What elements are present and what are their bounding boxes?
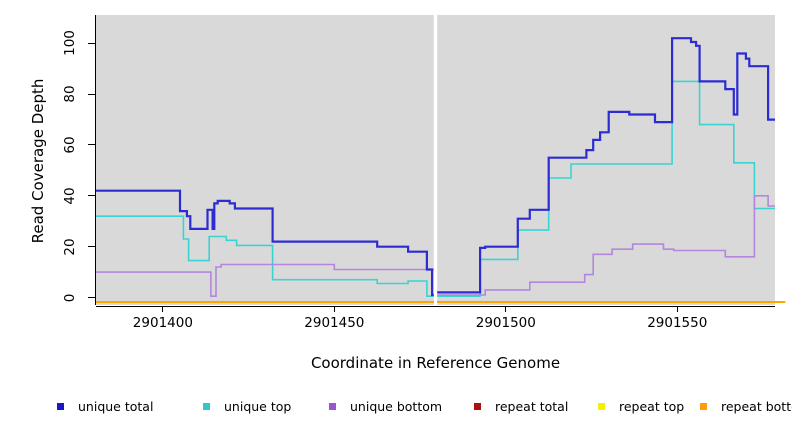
legend-label: repeat bottom	[721, 398, 792, 414]
legend-label: unique bottom	[350, 398, 443, 414]
y-axis-title: Read Coverage Depth	[29, 78, 47, 244]
y-axis-line	[95, 15, 96, 305]
legend-swatch-unique-bottom	[329, 402, 336, 410]
legend-item-unique-bottom: unique bottom	[329, 396, 442, 416]
y-tick	[88, 297, 95, 298]
x-axis-title: Coordinate in Reference Genome	[310, 354, 561, 372]
x-tick-label: 2901500	[475, 315, 536, 331]
legend-item-unique-top: unique top	[203, 396, 291, 416]
legend-item-repeat-bottom: repeat bottom	[700, 396, 792, 416]
y-tick	[88, 195, 95, 197]
legend-swatch-repeat-bottom	[700, 402, 707, 410]
x-axis-line	[96, 306, 775, 307]
legend-item-repeat-top: repeat top	[598, 396, 684, 416]
x-tick	[162, 306, 164, 312]
series-line-unique-top	[96, 215, 434, 297]
legend-item-unique-total: unique total	[57, 396, 153, 416]
legend-swatch-repeat-top	[598, 402, 605, 410]
y-tick-label: 80	[62, 85, 78, 103]
y-tick	[88, 42, 95, 44]
series-line-unique-top	[437, 80, 775, 297]
y-tick	[88, 246, 95, 248]
legend-swatch-unique-top	[203, 402, 210, 410]
legend-label: repeat total	[495, 398, 569, 414]
series-line-unique-total	[437, 37, 775, 294]
x-tick-label: 2901550	[647, 315, 708, 331]
y-tick-label: 100	[62, 30, 78, 57]
y-tick-label: 40	[62, 187, 78, 205]
legend-item-repeat-total: repeat total	[474, 396, 568, 416]
legend-swatch-unique-total	[57, 402, 64, 410]
plot-svg	[96, 15, 786, 305]
y-tick-label: 60	[62, 136, 78, 154]
y-tick	[88, 144, 95, 146]
coverage-gap-band	[433, 15, 438, 305]
legend-label: unique top	[224, 398, 292, 414]
x-tick-label: 2901450	[304, 315, 365, 331]
x-tick	[676, 306, 678, 312]
legend-label: repeat top	[619, 398, 685, 414]
series-line-unique-bottom	[437, 195, 775, 296]
legend-label: unique total	[78, 398, 154, 414]
legend: unique total unique top unique bottom repea…	[0, 396, 792, 420]
y-tick-label: 20	[62, 238, 78, 256]
x-tick	[505, 306, 507, 312]
x-tick	[333, 306, 335, 312]
y-tick	[88, 93, 95, 95]
series-line-unique-total	[96, 189, 434, 297]
x-tick-label: 2901400	[132, 315, 193, 331]
legend-swatch-repeat-total	[474, 402, 481, 410]
y-tick-label: 0	[62, 293, 78, 302]
series-line-unique-bottom	[96, 263, 434, 297]
